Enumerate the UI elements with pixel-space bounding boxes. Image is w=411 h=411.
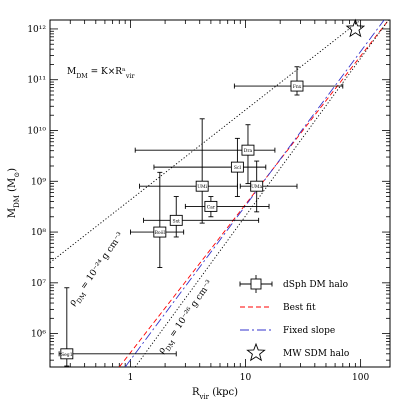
point-marker bbox=[60, 348, 74, 360]
data-point: Scl bbox=[153, 137, 267, 198]
legend-item: Fixed slope bbox=[240, 326, 335, 336]
point-label: Scl bbox=[234, 165, 242, 171]
data-point: Seg1 bbox=[58, 287, 177, 367]
legend-label: Best fit bbox=[283, 303, 316, 313]
x-tick-label: 10 bbox=[240, 373, 252, 383]
y-tick-label: 10⁶ bbox=[31, 330, 46, 340]
y-tick-label: 10⁸ bbox=[31, 228, 46, 238]
y-axis-label: MDM (M⊙) bbox=[7, 168, 21, 218]
data-point: Fnx bbox=[233, 66, 344, 96]
y-tick-label: 10¹¹ bbox=[27, 76, 46, 86]
point-label: Seg1 bbox=[61, 352, 73, 358]
reference-line bbox=[124, 20, 385, 367]
density-annotation: ρDM = 10⁻²⁴ g cm⁻³ bbox=[68, 230, 128, 309]
point-marker bbox=[241, 144, 255, 156]
legend-item: MW SDM halo bbox=[246, 342, 349, 362]
point-label: UMi bbox=[197, 184, 207, 190]
data-point: Car bbox=[184, 196, 270, 218]
x-axis-label: Rvir (kpc) bbox=[192, 387, 238, 401]
x-tick-label: 100 bbox=[352, 373, 369, 383]
point-label: Sxt bbox=[173, 218, 181, 224]
data-point: Sxt bbox=[143, 196, 260, 238]
point-label: UMa bbox=[251, 184, 262, 190]
density-annotation: ρDM = 10⁻²⁶ g cm⁻³ bbox=[157, 278, 217, 357]
reference-line bbox=[134, 20, 389, 367]
legend: dSph DM halo Best fit Fixed slope MW SDM ha… bbox=[239, 275, 349, 362]
mw-star-marker bbox=[345, 18, 366, 38]
x-tick-label: 1 bbox=[128, 373, 134, 383]
reference-line bbox=[118, 20, 389, 367]
legend-label: Fixed slope bbox=[283, 326, 335, 336]
reference-lines bbox=[50, 20, 389, 367]
legend-square bbox=[250, 278, 262, 290]
point-label: Fnx bbox=[293, 84, 302, 90]
point-label: BoöI bbox=[155, 230, 166, 236]
point-label: Car bbox=[207, 204, 216, 210]
svg-text:MDM = K×Rⁿvir: MDM = K×Rⁿvir bbox=[67, 67, 135, 80]
svg-text:Rvir (kpc): Rvir (kpc) bbox=[192, 387, 238, 401]
data-points: Seg1 BoöI Sxt Car UMi Scl Dra UMa Fnx bbox=[58, 18, 366, 367]
point-marker bbox=[153, 226, 167, 238]
point-marker bbox=[230, 161, 244, 173]
point-marker bbox=[290, 80, 304, 92]
point-marker bbox=[195, 180, 209, 192]
point-marker bbox=[250, 180, 264, 192]
y-tick-label: 10¹⁰ bbox=[27, 126, 46, 136]
legend-label: MW SDM halo bbox=[283, 349, 349, 359]
svg-text:MDM (M⊙): MDM (M⊙) bbox=[7, 168, 21, 218]
point-marker bbox=[169, 214, 183, 226]
density-annotations: ρDM = 10⁻²⁴ g cm⁻³ ρDM = 10⁻²⁶ g cm⁻³ bbox=[68, 230, 217, 357]
point-marker bbox=[204, 200, 218, 212]
legend-label: dSph DM halo bbox=[283, 280, 348, 290]
data-point: Dra bbox=[134, 124, 276, 185]
axis-ticks: 1 10 100 10⁶ 10⁷ 10⁸ 10⁹ 10¹⁰ 10¹¹ 10¹² bbox=[27, 20, 390, 383]
point-label: Dra bbox=[244, 148, 253, 154]
y-tick-label: 10⁹ bbox=[31, 177, 46, 187]
y-tick-label: 10⁷ bbox=[31, 279, 46, 289]
formula-label: MDM = K×Rⁿvir bbox=[67, 67, 135, 80]
reference-line bbox=[50, 20, 361, 263]
data-point: UMi bbox=[139, 118, 238, 224]
y-tick-label: 10¹² bbox=[27, 25, 46, 35]
legend-item: Best fit bbox=[240, 303, 316, 313]
legend-star bbox=[246, 342, 266, 362]
data-point: UMa bbox=[239, 160, 298, 213]
legend-item: dSph DM halo bbox=[239, 275, 348, 293]
